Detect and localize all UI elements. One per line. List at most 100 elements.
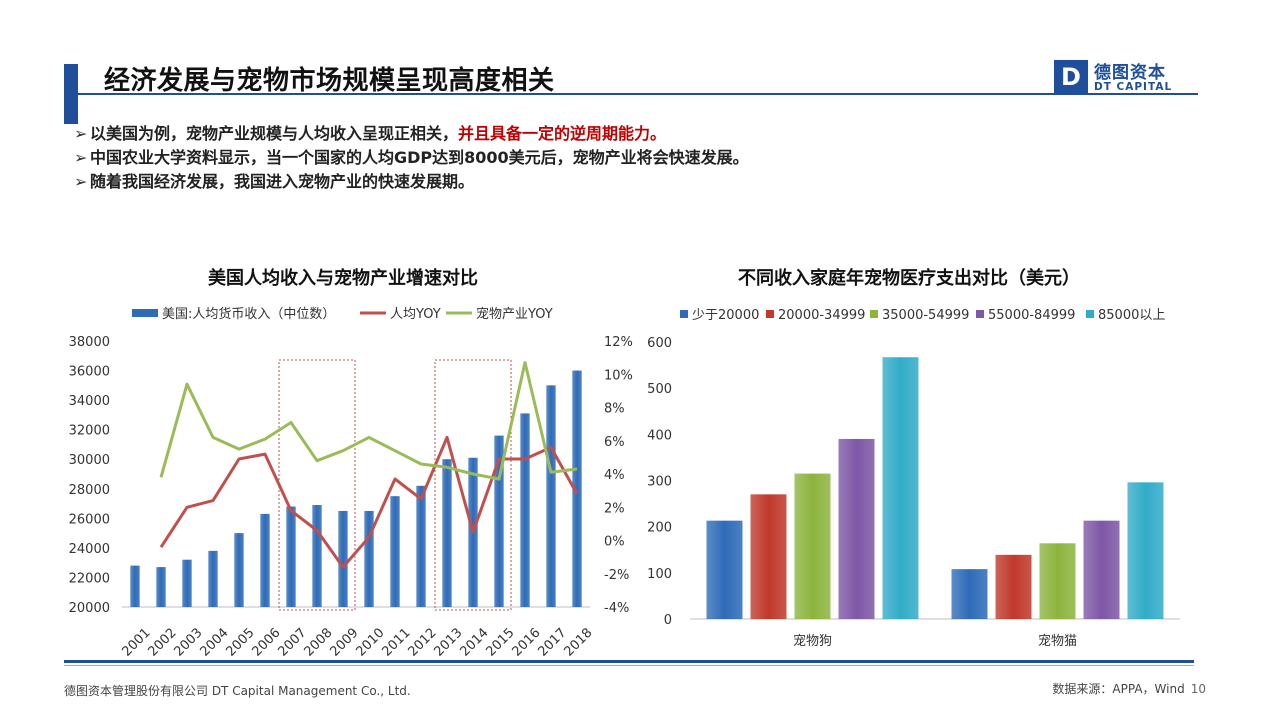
medical-spend-bar bbox=[706, 520, 743, 619]
y-axis-tick-label: 500 bbox=[647, 382, 672, 397]
bullet-arrow-icon: ➢ bbox=[74, 172, 88, 191]
left-axis-tick-label: 20000 bbox=[69, 601, 110, 616]
income-bar bbox=[494, 435, 504, 607]
legend-label: 美国:人均货币收入（中位数） bbox=[162, 306, 335, 322]
right-axis-tick-label: 2% bbox=[604, 501, 625, 516]
income-bar bbox=[312, 505, 322, 607]
logo-en-text: DT CAPITAL bbox=[1094, 81, 1173, 93]
legend-swatch bbox=[870, 310, 878, 318]
logo-cn-text: 德图资本 bbox=[1094, 63, 1166, 83]
legend-label: 85000以上 bbox=[1098, 308, 1165, 323]
footer-company: 德图资本管理股份有限公司 DT Capital Management Co., … bbox=[64, 684, 411, 698]
page-number: 10 bbox=[1190, 682, 1206, 696]
income-bar bbox=[520, 413, 530, 607]
legend-swatch bbox=[680, 310, 688, 318]
income-yoy-line bbox=[159, 435, 579, 569]
left-axis-tick-label: 28000 bbox=[69, 483, 110, 498]
bullet-item: ➢ 中国农业大学资料显示，当一个国家的人均GDP达到8000美元后，宠物产业将会快… bbox=[74, 146, 749, 170]
income-bar bbox=[442, 459, 452, 607]
footer-source-text: 数据来源：APPA，Wind bbox=[1052, 682, 1185, 696]
footer-source: 数据来源：APPA，Wind 10 bbox=[1052, 680, 1206, 697]
y-axis-tick-label: 600 bbox=[647, 336, 672, 351]
medical-spend-bar bbox=[750, 494, 787, 619]
y-axis-tick-label: 0 bbox=[664, 613, 672, 628]
y-axis-tick-label: 200 bbox=[647, 521, 672, 536]
left-axis-tick-label: 36000 bbox=[69, 365, 110, 380]
bullet-item: ➢ 随着我国经济发展，我国进入宠物产业的快速发展期。 bbox=[74, 170, 749, 194]
right-axis-tick-label: 0% bbox=[604, 535, 625, 550]
left-chart-title: 美国人均收入与宠物产业增速对比 bbox=[208, 268, 478, 289]
dt-capital-logo: D 德图资本 DT CAPITAL bbox=[1054, 60, 1194, 98]
income-bar bbox=[286, 506, 296, 607]
income-bar bbox=[234, 533, 244, 607]
income-bar bbox=[182, 559, 192, 607]
right-axis-tick-label: -4% bbox=[604, 601, 629, 616]
left-axis-tick-label: 32000 bbox=[69, 424, 110, 439]
footer-divider bbox=[64, 660, 1194, 663]
highlight-box bbox=[434, 359, 512, 611]
legend-label: 少于20000 bbox=[692, 308, 759, 323]
pet-industry-yoy-line bbox=[159, 361, 578, 481]
x-axis-tick-label: 宠物狗 bbox=[793, 633, 832, 649]
medical-spend-bar bbox=[794, 473, 831, 619]
bullet-text: 以美国为例，宠物产业规模与人均收入呈现正相关， bbox=[90, 124, 459, 143]
x-axis-tick-label: 2018 bbox=[562, 626, 596, 656]
legend-swatch bbox=[766, 310, 774, 318]
left-axis-tick-label: 34000 bbox=[69, 394, 110, 409]
bullet-arrow-icon: ➢ bbox=[74, 148, 88, 167]
legend-swatch bbox=[976, 310, 984, 318]
income-bar bbox=[546, 385, 556, 607]
y-axis-tick-label: 100 bbox=[647, 567, 672, 582]
y-axis-tick-label: 400 bbox=[647, 428, 672, 443]
right-axis-tick-label: 10% bbox=[604, 368, 633, 383]
footer-divider-thin bbox=[64, 665, 1194, 666]
right-axis-tick-label: 6% bbox=[604, 435, 625, 450]
pet-medical-spend-chart: 少于20000 20000-34999 35000-54999 55000-84999… bbox=[647, 308, 1180, 649]
left-axis-tick-label: 26000 bbox=[69, 512, 110, 527]
bullet-list: ➢ 以美国为例，宠物产业规模与人均收入呈现正相关，并且具备一定的逆周期能力。 ➢ 中… bbox=[74, 122, 749, 194]
left-axis-tick-label: 24000 bbox=[69, 542, 110, 557]
legend-label: 宠物产业YOY bbox=[476, 306, 553, 322]
legend-label: 人均YOY bbox=[390, 307, 441, 322]
right-axis-tick-label: 12% bbox=[604, 335, 633, 350]
medical-spend-bar bbox=[1127, 482, 1164, 619]
medical-spend-bar bbox=[1083, 520, 1120, 619]
medical-spend-bar bbox=[882, 357, 919, 619]
logo-mark: D bbox=[1054, 60, 1088, 94]
bullet-highlight: 并且具备一定的逆周期能力。 bbox=[458, 124, 667, 143]
medical-spend-bar bbox=[951, 569, 988, 619]
right-axis-tick-label: -2% bbox=[604, 568, 629, 583]
left-axis-tick-label: 38000 bbox=[69, 335, 110, 350]
left-axis-tick-label: 30000 bbox=[69, 453, 110, 468]
page-title: 经济发展与宠物市场规模呈现高度相关 bbox=[104, 66, 555, 96]
bullet-text: 随着我国经济发展，我国进入宠物产业的快速发展期。 bbox=[90, 172, 475, 191]
right-axis-tick-label: 8% bbox=[604, 402, 625, 417]
right-chart-title: 不同收入家庭年宠物医疗支出对比（美元） bbox=[738, 268, 1080, 289]
income-bar bbox=[208, 550, 218, 607]
income-bar bbox=[260, 513, 270, 607]
income-bar bbox=[338, 510, 348, 607]
income-vs-pet-growth-chart: 美国:人均货币收入（中位数） 人均YOY 宠物产业YOY 20000 22000 2400… bbox=[69, 306, 633, 656]
income-bar bbox=[156, 567, 166, 607]
right-axis-tick-label: 4% bbox=[604, 468, 625, 483]
bullet-text: 中国农业大学资料显示，当一个国家的人均GDP达到8000美元后，宠物产业将会快速… bbox=[90, 148, 749, 167]
x-axis-tick-label: 宠物猫 bbox=[1038, 633, 1077, 649]
income-bar bbox=[130, 565, 140, 607]
legend-swatch bbox=[1086, 310, 1094, 318]
bullet-arrow-icon: ➢ bbox=[74, 124, 88, 143]
legend-label: 55000-84999 bbox=[988, 308, 1075, 323]
income-bar bbox=[364, 510, 374, 607]
highlight-box bbox=[278, 359, 356, 611]
income-bar bbox=[572, 370, 582, 607]
medical-spend-bar bbox=[995, 554, 1032, 619]
left-axis-tick-label: 22000 bbox=[69, 571, 110, 586]
medical-spend-bar bbox=[1039, 543, 1076, 619]
legend-label: 35000-54999 bbox=[882, 308, 969, 323]
title-accent-bar bbox=[64, 64, 78, 124]
income-bar bbox=[390, 496, 400, 607]
legend-label: 20000-34999 bbox=[778, 308, 865, 323]
medical-spend-bar bbox=[838, 438, 875, 619]
title-underline bbox=[78, 93, 1198, 95]
bullet-item: ➢ 以美国为例，宠物产业规模与人均收入呈现正相关，并且具备一定的逆周期能力。 bbox=[74, 122, 749, 146]
legend-swatch bbox=[132, 309, 158, 317]
